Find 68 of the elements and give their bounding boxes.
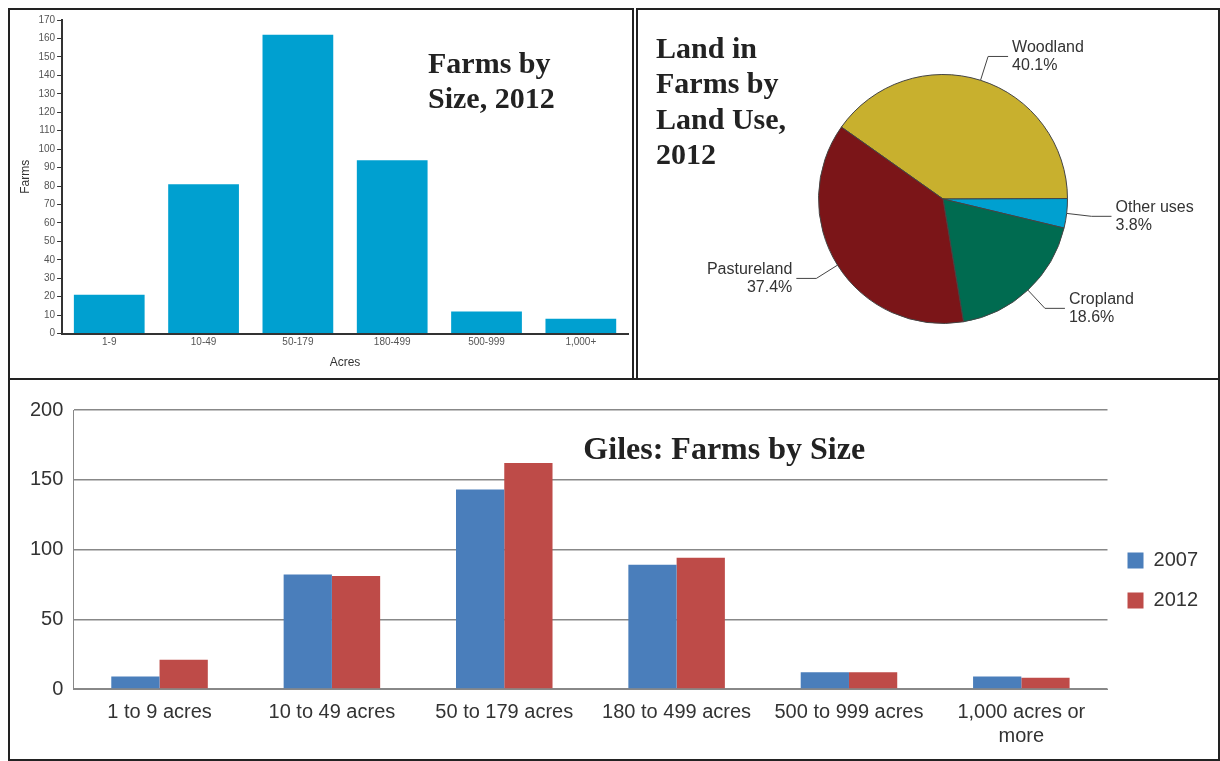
x-tick-label: 50-179 [282,336,314,348]
bar [73,294,145,334]
y-tick-label: 100 [38,142,56,154]
x-tick-label: 180 to 499 acres [602,699,752,722]
x-tick-label: 1,000+ [565,336,597,348]
y-tick-label: 140 [38,69,56,81]
bar [262,34,334,334]
y-tick-label: 170 [38,13,56,25]
y-tick-label: 0 [52,676,64,699]
data-label: 3.8% [1115,215,1152,233]
x-tick-label: 1 to 9 acres [107,699,212,722]
x-tick-label: 1,000 acres or more [957,699,1086,746]
x-tick-label: 500-999 [468,336,506,348]
bar [159,659,208,689]
y-tick-label: 60 [43,216,56,228]
slice-label: Cropland [1068,289,1134,307]
bar [676,557,725,689]
slice-label: Woodland [1012,37,1084,55]
bar [356,160,428,334]
x-tick-label: 180-499 [373,336,411,348]
x-tick-label: 50 to 179 acres [435,699,574,722]
x-tick-label: 500 to 999 acres [774,699,924,722]
y-tick-label: 200 [29,397,64,420]
bar [331,576,381,689]
y-tick-label: 130 [38,87,56,99]
bar [111,676,160,689]
y-tick-label: 100 [29,537,64,560]
y-tick-label: 50 [41,606,64,629]
data-label: 18.6% [1068,307,1115,325]
bar [283,574,332,689]
x-axis-title: Acres [329,355,361,370]
bar [504,463,553,689]
legend-label: 2007 [1153,548,1199,571]
y-tick-label: 150 [38,50,56,62]
slice-label: Other uses [1115,197,1194,215]
y-tick-label: 90 [43,161,56,173]
text: Farms by Size, 2012 [428,45,555,115]
text: Giles: Farms by Size [583,430,866,467]
data-label: 37.4% [746,277,793,295]
data-label: 40.1% [1012,55,1058,73]
x-tick-label: 10-49 [190,336,217,348]
bar [973,676,1022,689]
y-tick-label: 50 [43,235,56,247]
y-tick-label: 160 [38,32,56,44]
legend-label: 2012 [1153,588,1199,611]
bar [456,489,505,689]
y-axis-title: Farms [17,159,32,194]
slice-label: Pastureland [706,259,793,277]
x-tick-label: 10 to 49 acres [268,699,396,722]
y-tick-label: 30 [43,272,56,284]
bar [168,184,239,334]
bar [451,311,522,334]
y-tick-label: 70 [43,198,56,210]
bar [545,318,617,334]
y-tick-label: 120 [38,105,56,117]
y-tick-label: 150 [29,467,64,490]
text: Land in Farms by Land Use, 2012 [656,30,787,170]
bar [848,672,898,689]
bar [628,564,677,689]
y-tick-label: 80 [43,179,56,191]
y-tick-label: 20 [43,290,56,302]
bar [1021,677,1070,689]
x-tick-label: 1-9 [102,336,117,348]
y-tick-label: 40 [43,253,56,265]
y-tick-label: 0 [49,327,56,339]
y-tick-label: 10 [43,308,56,320]
y-tick-label: 110 [39,124,56,136]
bar [800,672,849,689]
